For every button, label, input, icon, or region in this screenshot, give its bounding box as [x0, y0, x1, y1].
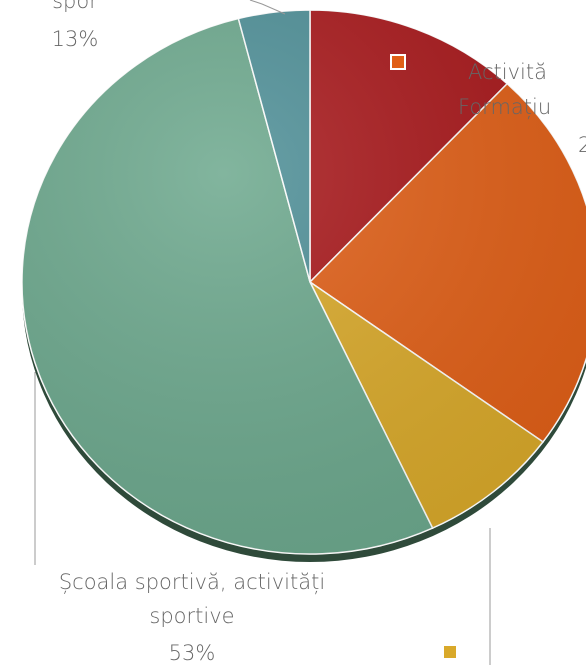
legend-key [444, 646, 456, 658]
leader-lines [34, 0, 491, 665]
legend-key [390, 54, 406, 70]
data-label: Formațiu [458, 95, 551, 119]
data-label: Activită [468, 60, 547, 84]
data-label: spor [52, 0, 98, 13]
data-label: Școala sportivă, activități [59, 570, 325, 594]
data-label: sportive [149, 604, 234, 628]
data-label: 2 [578, 133, 586, 157]
data-label: 53% [169, 641, 216, 665]
labels: spor 13% Activită Formațiu 2 Școala sportivă,… [52, 0, 586, 665]
leader-line [249, 0, 286, 15]
data-label: 13% [52, 27, 99, 51]
slices [21, 9, 586, 555]
